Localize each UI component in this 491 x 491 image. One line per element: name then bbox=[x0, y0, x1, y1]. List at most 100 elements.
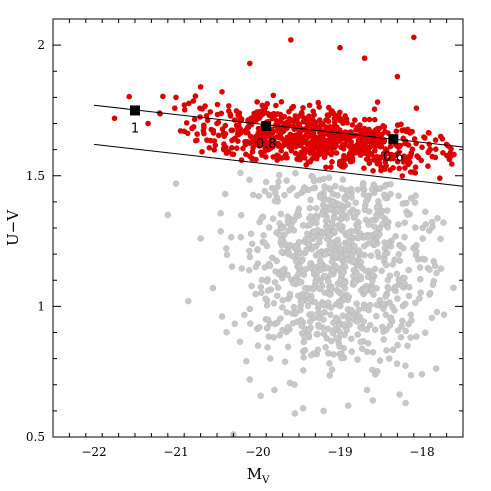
red-point bbox=[160, 93, 166, 100]
grey-point bbox=[416, 295, 423, 302]
grey-point bbox=[278, 248, 285, 256]
red-point bbox=[183, 120, 190, 126]
red-point bbox=[236, 110, 243, 116]
grey-point bbox=[291, 410, 299, 417]
red-point bbox=[301, 115, 307, 121]
red-point bbox=[192, 93, 199, 99]
grey-point bbox=[404, 342, 411, 350]
grey-point bbox=[266, 192, 273, 199]
grey-point bbox=[248, 282, 255, 290]
x-tick-label: −22 bbox=[81, 445, 106, 459]
red-point bbox=[378, 167, 384, 174]
red-point bbox=[248, 115, 254, 122]
grey-point bbox=[318, 211, 326, 218]
red-point bbox=[295, 138, 301, 145]
grey-point bbox=[283, 309, 290, 316]
grey-point bbox=[304, 291, 311, 298]
red-point bbox=[328, 138, 334, 144]
red-point bbox=[252, 137, 258, 143]
red-point bbox=[403, 138, 409, 145]
grey-point bbox=[343, 326, 350, 334]
red-series bbox=[111, 34, 457, 181]
grey-point bbox=[329, 240, 336, 248]
red-point bbox=[269, 115, 276, 122]
grey-point bbox=[343, 215, 350, 222]
grey-point bbox=[246, 176, 253, 184]
model-marker bbox=[130, 105, 140, 116]
red-point bbox=[283, 140, 289, 146]
grey-point bbox=[373, 301, 380, 309]
red-point bbox=[378, 137, 385, 143]
grey-point bbox=[264, 316, 272, 323]
grey-point bbox=[357, 338, 364, 346]
grey-point bbox=[345, 293, 352, 300]
grey-point bbox=[284, 343, 292, 350]
grey-point bbox=[345, 312, 352, 319]
red-point bbox=[145, 120, 151, 127]
grey-point bbox=[401, 219, 408, 227]
grey-point bbox=[359, 181, 367, 189]
red-point bbox=[126, 93, 132, 100]
grey-point bbox=[300, 367, 307, 374]
grey-point bbox=[428, 314, 436, 322]
red-point bbox=[284, 154, 290, 161]
grey-point bbox=[380, 300, 387, 308]
grey-point bbox=[336, 328, 343, 335]
grey-point bbox=[316, 285, 323, 293]
red-point bbox=[199, 149, 205, 155]
grey-point bbox=[246, 253, 254, 261]
grey-point bbox=[322, 344, 329, 351]
red-point bbox=[231, 117, 238, 123]
grey-point bbox=[279, 304, 286, 311]
grey-point bbox=[209, 284, 217, 292]
grey-point bbox=[295, 270, 302, 278]
grey-point bbox=[407, 334, 414, 341]
grey-point bbox=[273, 257, 280, 265]
grey-point bbox=[231, 320, 239, 327]
grey-point bbox=[422, 221, 429, 228]
grey-point bbox=[322, 251, 329, 258]
grey-point bbox=[257, 283, 264, 291]
grey-point bbox=[418, 371, 426, 378]
red-point bbox=[370, 157, 377, 163]
red-point bbox=[275, 153, 282, 160]
grey-point bbox=[437, 235, 444, 243]
grey-point bbox=[247, 320, 254, 327]
red-point bbox=[361, 165, 367, 171]
grey-point bbox=[386, 355, 393, 362]
grey-point bbox=[378, 267, 385, 275]
red-point bbox=[304, 130, 310, 136]
grey-point bbox=[276, 171, 283, 179]
red-point bbox=[229, 145, 235, 151]
grey-point bbox=[245, 267, 253, 274]
lower-line bbox=[93, 143, 464, 187]
red-point bbox=[344, 120, 350, 126]
grey-point bbox=[164, 211, 172, 219]
grey-point bbox=[373, 203, 381, 211]
grey-point bbox=[366, 301, 374, 309]
grey-point bbox=[338, 354, 345, 362]
grey-point bbox=[313, 214, 321, 222]
grey-point bbox=[412, 299, 419, 307]
grey-point bbox=[384, 207, 391, 214]
grey-point bbox=[434, 215, 441, 222]
grey-point bbox=[357, 275, 365, 283]
grey-point bbox=[241, 311, 248, 319]
red-point bbox=[194, 131, 200, 137]
grey-point bbox=[269, 254, 276, 261]
grey-point bbox=[354, 356, 361, 363]
grey-point bbox=[367, 321, 374, 329]
grey-point bbox=[366, 208, 373, 215]
red-point bbox=[254, 99, 260, 105]
red-point bbox=[382, 156, 389, 163]
grey-point bbox=[275, 178, 282, 185]
red-point bbox=[387, 167, 393, 173]
grey-point bbox=[324, 264, 331, 271]
grey-point bbox=[264, 324, 271, 331]
grey-point bbox=[237, 169, 244, 177]
red-point bbox=[432, 137, 439, 143]
red-point bbox=[361, 116, 368, 123]
red-point bbox=[342, 113, 349, 119]
model-marker-label: 1 bbox=[131, 121, 139, 136]
grey-point bbox=[326, 291, 333, 298]
